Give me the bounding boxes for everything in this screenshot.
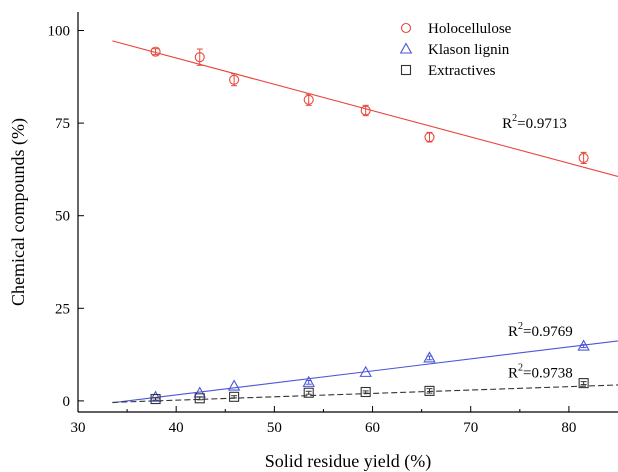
legend: Holocellulose Klason lignin Extractives [399,21,512,79]
x-tick-label: 80 [561,420,576,436]
data-point [194,52,205,63]
data-point [424,385,435,396]
r2-label: R2=0.9738 [508,363,573,382]
data-point [423,351,436,363]
r2-label: R2=0.9769 [508,321,573,340]
x-axis-ticks: 30 40 50 60 70 80 [71,406,576,436]
data-point [150,46,161,57]
x-tick-label: 40 [169,420,184,436]
fit-lines [112,40,618,404]
data-point [578,152,589,163]
y-axis-title: Chemical compounds (%) [8,118,29,306]
legend-marker [400,64,412,76]
legend-marker [399,42,413,54]
data-point [578,378,589,389]
data-point [194,393,205,404]
y-tick-label: 75 [55,116,70,132]
y-tick-label: 25 [55,301,70,317]
data-point [229,74,240,85]
data-point [360,386,371,398]
data-point [360,105,371,116]
plot-frame [77,12,618,413]
data-point [577,339,590,351]
x-tick-label: 30 [71,420,86,436]
x-tick-label: 70 [463,420,478,436]
data-point [303,94,314,105]
fit-line [112,384,618,403]
data-markers [149,46,590,405]
r2-labels: R2=0.9713 R2=0.9769 R2=0.9738 [502,113,573,382]
legend-label: Holocellulose [428,21,512,37]
x-tick-label: 60 [365,420,380,436]
data-point [302,375,315,387]
y-tick-label: 0 [63,394,71,410]
y-tick-label: 50 [55,209,70,225]
y-tick-label: 100 [48,24,71,40]
data-point [303,387,314,398]
data-point [227,379,241,391]
data-point [150,393,161,405]
legend-label: Klason lignin [428,42,510,58]
data-point [149,390,162,402]
legend-marker [400,22,412,34]
x-tick-label: 50 [267,420,282,436]
data-point [359,365,372,377]
y-axis-ticks: 0 25 50 75 100 [48,24,84,410]
legend-label: Extractives [428,63,496,79]
r2-label: R2=0.9713 [502,113,567,132]
data-point [229,391,240,402]
data-point [424,132,435,143]
x-axis-title: Solid residue yield (%) [265,451,431,472]
